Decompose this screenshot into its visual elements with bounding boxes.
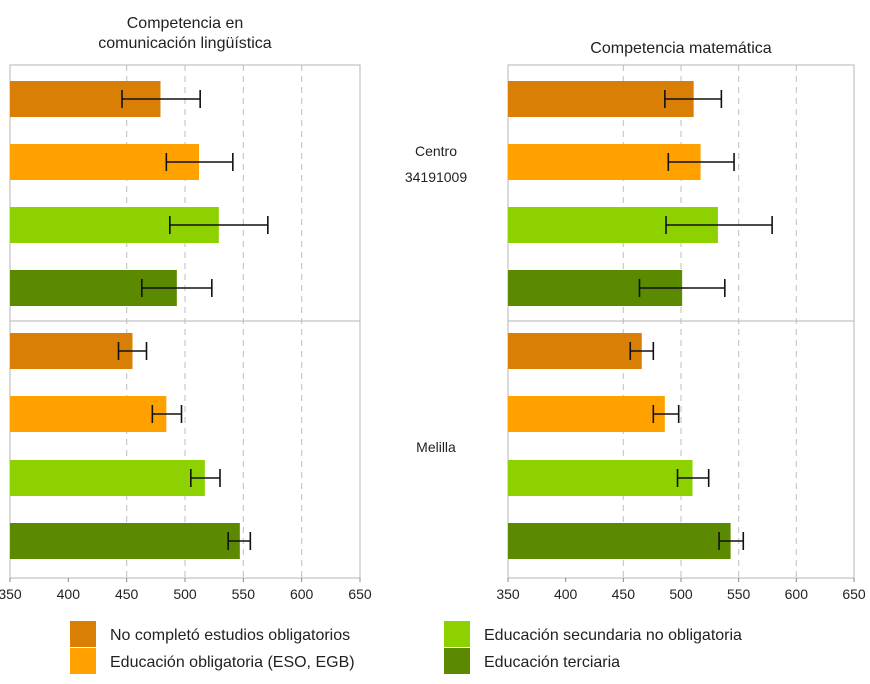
legend-label: No completó estudios obligatorios xyxy=(110,627,350,644)
tick-label: 550 xyxy=(232,586,256,602)
panel-0: Competencia en comunicación lingüística 35… xyxy=(0,15,372,602)
legend-label: Educación terciaria xyxy=(484,654,620,671)
legend-label: Educación obligatoria (ESO, EGB) xyxy=(110,654,355,671)
group-label: Melilla xyxy=(416,439,456,455)
legend-swatch xyxy=(70,621,96,647)
legend-item: No completó estudios obligatorios xyxy=(70,621,350,647)
tick-label: 500 xyxy=(173,586,197,602)
tick-label: 600 xyxy=(785,586,809,602)
bar xyxy=(10,333,133,369)
legend: No completó estudios obligatorios Educaci… xyxy=(70,621,742,674)
bar xyxy=(508,396,665,432)
tick-label: 350 xyxy=(0,586,22,602)
panel-title: Competencia matemática xyxy=(590,40,772,57)
tick-label: 650 xyxy=(348,586,372,602)
tick-label: 450 xyxy=(115,586,139,602)
tick-label: 500 xyxy=(669,586,693,602)
panels-layer: Competencia en comunicación lingüística 35… xyxy=(0,15,866,602)
tick-label: 400 xyxy=(554,586,578,602)
panel-title: Competencia en comunicación lingüística xyxy=(98,15,272,52)
legend-item: Educación obligatoria (ESO, EGB) xyxy=(70,648,355,674)
bar xyxy=(10,396,167,432)
tick-label: 550 xyxy=(727,586,751,602)
legend-swatch xyxy=(444,648,470,674)
tick-label: 350 xyxy=(496,586,520,602)
legend-swatch xyxy=(444,621,470,647)
tick-label: 650 xyxy=(842,586,866,602)
panel-title-line: comunicación lingüística xyxy=(98,35,272,52)
group-label-line: Centro xyxy=(415,143,457,159)
bar xyxy=(508,333,642,369)
legend-swatch xyxy=(70,648,96,674)
panel-1: Competencia matemática 350 400 450 500 550 600… xyxy=(496,40,866,602)
legend-item: Educación secundaria no obligatoria xyxy=(444,621,742,647)
panel-title-line: Competencia en xyxy=(127,15,244,32)
bar xyxy=(508,81,694,117)
legend-item: Educación terciaria xyxy=(444,648,620,674)
panel-title-line: Competencia matemática xyxy=(590,40,772,57)
bar xyxy=(508,460,693,496)
tick-label: 600 xyxy=(290,586,314,602)
group-label-line: 34191009 xyxy=(405,169,468,185)
bar xyxy=(10,523,240,559)
group-label-line: Melilla xyxy=(416,439,456,455)
group-label: Centro 34191009 xyxy=(405,143,468,185)
bar xyxy=(10,460,205,496)
bar xyxy=(508,523,731,559)
tick-label: 450 xyxy=(612,586,636,602)
legend-label: Educación secundaria no obligatoria xyxy=(484,627,742,644)
tick-label: 400 xyxy=(57,586,81,602)
